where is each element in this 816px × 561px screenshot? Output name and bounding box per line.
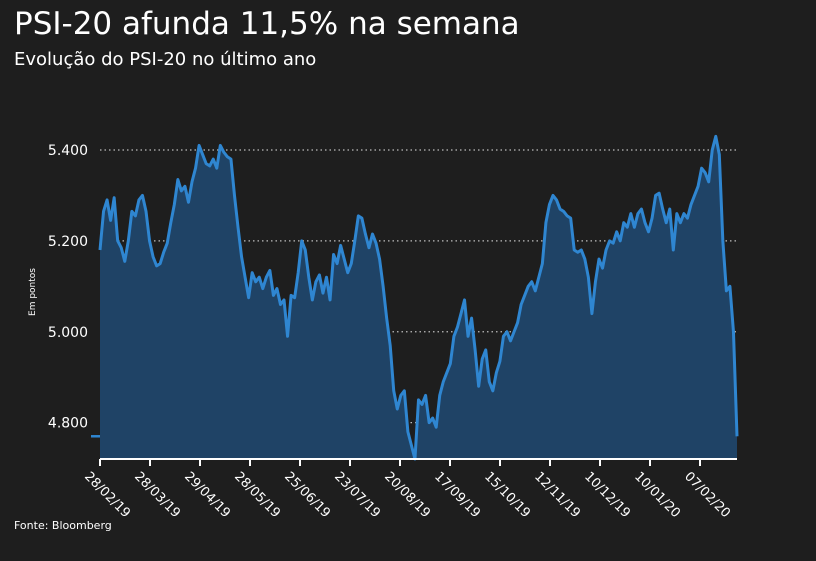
- x-tick-label: 20/08/19: [381, 469, 433, 521]
- series-area: [100, 136, 737, 459]
- source-note: Fonte: Bloomberg: [14, 519, 112, 532]
- chart-title: PSI-20 afunda 11,5% na semana: [14, 6, 520, 42]
- chart-subtitle: Evolução do PSI-20 no último ano: [14, 49, 317, 70]
- x-tick-label: 28/02/19: [81, 469, 133, 521]
- x-tick-label: 23/07/19: [331, 469, 383, 521]
- y-axis-label: Em pontos: [28, 268, 38, 316]
- x-tick-label: 10/12/19: [581, 469, 633, 521]
- y-axis-ticks: 4.800 5.000 5.200 5.400: [48, 143, 88, 432]
- x-tick-label: 12/11/19: [531, 469, 583, 521]
- x-tick-label: 29/04/19: [181, 469, 233, 521]
- x-tick-label: 28/05/19: [231, 469, 283, 521]
- x-tick-label: 25/06/19: [281, 469, 333, 521]
- y-tick-label: 4.800: [48, 416, 88, 432]
- y-tick-label: 5.400: [48, 143, 88, 159]
- x-tick-label: 17/09/19: [431, 469, 483, 521]
- series-line: [98, 134, 739, 461]
- x-tick-label: 07/02/20: [681, 469, 733, 521]
- y-tick-label: 5.000: [48, 325, 88, 341]
- y-tick-label: 5.200: [48, 234, 88, 250]
- x-tick-label: 10/01/20: [631, 469, 683, 521]
- x-tick-label: 28/03/19: [131, 469, 183, 521]
- x-axis: 28/02/1928/03/1929/04/1928/05/1925/06/19…: [81, 458, 737, 521]
- x-tick-label: 15/10/19: [481, 469, 533, 521]
